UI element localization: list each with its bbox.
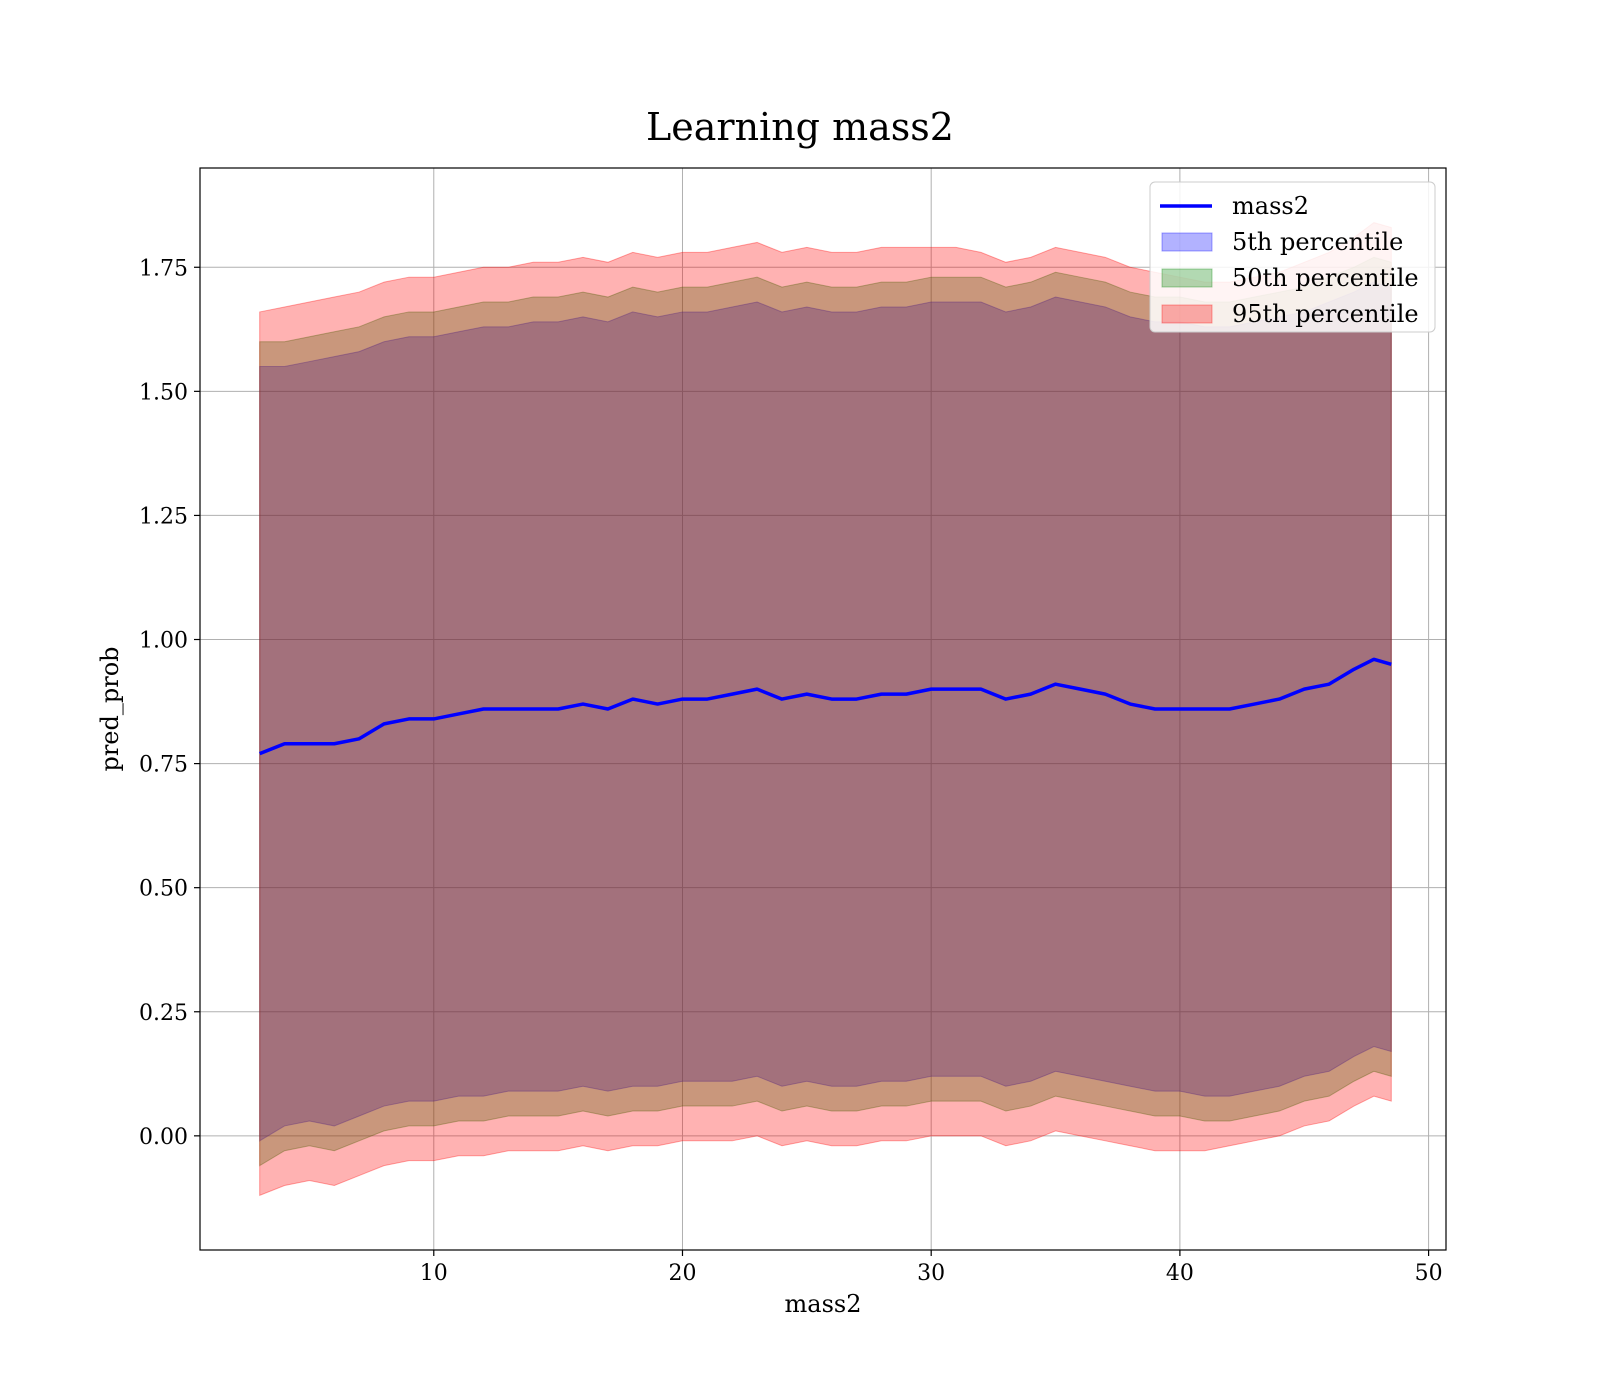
band-95th-percentile (259, 222, 1392, 1197)
y-tick-label: 1.00 (139, 629, 188, 654)
y-tick-label: 0.75 (139, 753, 188, 778)
y-tick-label: 0.50 (139, 877, 188, 902)
legend-label: 50th percentile (1232, 264, 1419, 292)
y-tick-label: 1.25 (139, 504, 188, 529)
band-layer (259, 222, 1392, 1197)
y-tick-label: 1.75 (139, 256, 188, 281)
legend-box (1149, 181, 1436, 333)
x-tick-label: 30 (917, 1261, 945, 1286)
plot-frame (199, 167, 1447, 1251)
legend-swatch-band (1161, 268, 1213, 288)
series-line-mass2 (259, 657, 1392, 756)
legend-label: 5th percentile (1232, 228, 1403, 256)
legend-label: 95th percentile (1232, 300, 1419, 328)
line-layer (259, 657, 1392, 756)
band-50th-percentile (259, 256, 1392, 1167)
legend: mass2 5th percentile 50th percentile 95th p… (1149, 181, 1436, 333)
x-tick-label: 40 (1166, 1261, 1194, 1286)
tick-layer: 10 20 30 40 50 0.00 0.25 0.50 0.75 1.00 1.25 1.50 1.… (139, 256, 1443, 1286)
legend-swatch-band (1161, 304, 1213, 324)
x-axis-label: mass2 (785, 1290, 862, 1318)
y-axis-label: pred_prob (96, 646, 124, 771)
x-tick-label: 50 (1415, 1261, 1443, 1286)
x-tick-label: 10 (420, 1261, 448, 1286)
legend-label: mass2 (1232, 192, 1309, 220)
band-5th-percentile (259, 281, 1392, 1142)
chart-title: Learning mass2 (646, 105, 954, 149)
legend-swatch-band (1161, 232, 1213, 252)
y-tick-label: 0.25 (139, 1001, 188, 1026)
y-tick-label: 1.50 (139, 380, 188, 405)
x-tick-label: 20 (668, 1261, 696, 1286)
y-tick-label: 0.00 (139, 1125, 188, 1150)
